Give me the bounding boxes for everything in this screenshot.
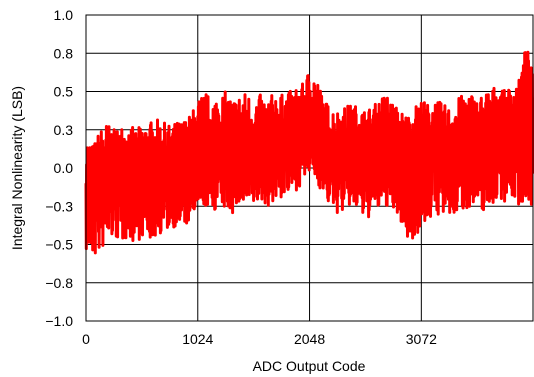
inl-series-line (84, 50, 534, 255)
y-tick-label: −0.5 (45, 237, 73, 253)
x-tick-labels: 0 1024 2048 3072 (82, 331, 437, 347)
y-tick-label: 1.0 (54, 7, 74, 23)
x-tick-label: 0 (82, 331, 90, 347)
x-tick-label: 2048 (294, 331, 325, 347)
y-tick-label: 0.8 (54, 45, 74, 61)
y-tick-label: 0.3 (54, 122, 74, 138)
y-tick-label: −1.0 (45, 313, 73, 329)
y-tick-label: 0.5 (54, 84, 74, 100)
y-tick-labels: −1.0 −0.8 −0.5 −0.3 0.0 0.3 0.5 0.8 1.0 (45, 7, 73, 329)
y-tick-label: −0.8 (45, 275, 73, 291)
x-tick-label: 1024 (182, 331, 213, 347)
y-tick-label: 0.0 (54, 160, 74, 176)
x-axis-label: ADC Output Code (253, 358, 366, 374)
y-tick-label: −0.3 (45, 198, 73, 214)
y-axis-label: Integral Nonlinearity (LSB) (9, 86, 25, 250)
series-layer (84, 50, 534, 255)
plot-frame (85, 14, 534, 322)
x-tick-label: 3072 (406, 331, 437, 347)
